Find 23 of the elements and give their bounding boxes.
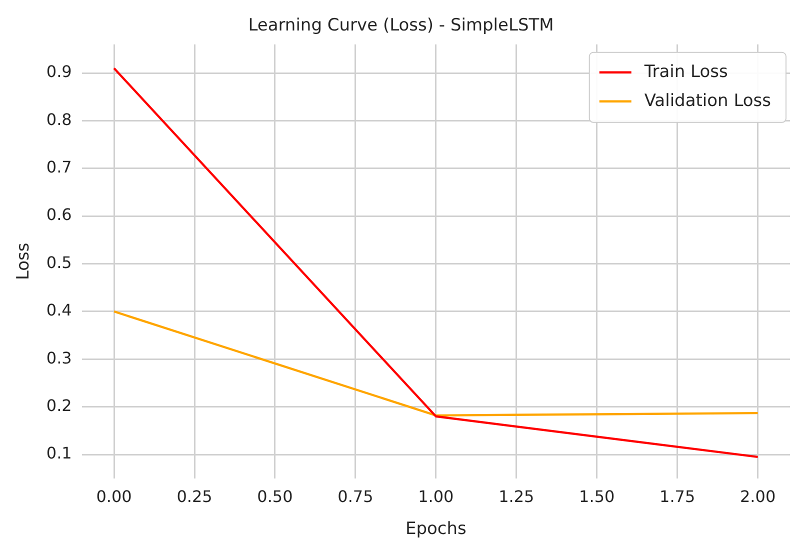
x-tick-label: 1.25: [498, 487, 534, 506]
y-tick-label: 0.1: [46, 444, 72, 463]
y-axis-title: Loss: [14, 242, 34, 280]
x-tick-label: 1.50: [579, 487, 615, 506]
legend-label: Validation Loss: [644, 90, 772, 111]
x-tick-label: 1.00: [418, 487, 454, 506]
y-tick-label: 0.7: [46, 158, 72, 177]
y-tick-label: 0.4: [46, 300, 72, 320]
chart-title: Learning Curve (Loss) - SimpleLSTM: [248, 16, 554, 36]
y-tick-label: 0.2: [46, 396, 72, 416]
x-tick-label: 1.75: [660, 487, 696, 506]
y-tick-label: 0.3: [46, 348, 72, 368]
x-tick-label: 0.75: [338, 487, 374, 506]
y-tick-label: 0.9: [46, 62, 72, 82]
x-tick-label: 0.50: [257, 487, 293, 506]
x-axis-title: Epochs: [405, 519, 467, 540]
x-tick-label: 2.00: [740, 487, 776, 506]
y-tick-label: 0.8: [46, 110, 72, 129]
legend-label: Train Loss: [643, 62, 728, 82]
y-tick-label: 0.6: [46, 205, 72, 224]
y-tick-label: 0.5: [46, 252, 72, 272]
x-tick-label: 0.25: [176, 487, 212, 506]
x-tick-label: 0.00: [96, 487, 132, 506]
